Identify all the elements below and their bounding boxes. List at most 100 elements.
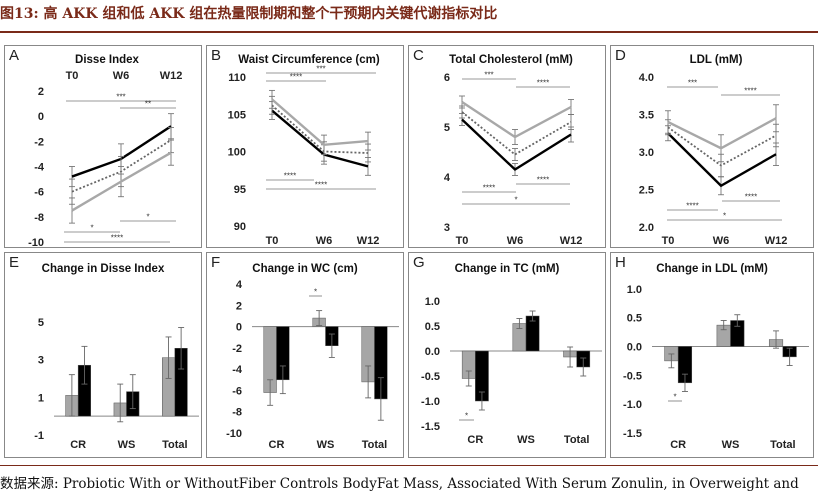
y-tick-label: -2	[34, 136, 44, 148]
y-tick-label: -0.5	[623, 370, 642, 382]
significance-label: ****	[686, 202, 698, 211]
y-tick-label: 90	[234, 221, 246, 233]
series-line	[667, 126, 777, 167]
x-tick-label: WS	[517, 434, 535, 446]
series-line	[667, 132, 777, 188]
y-tick-label: 1.0	[627, 284, 642, 296]
significance-label: ****	[483, 184, 495, 193]
x-tick-label: Total	[564, 434, 589, 446]
y-tick-label: -1.0	[623, 399, 642, 411]
significance-label: ****	[744, 87, 756, 96]
y-tick-label: 4.0	[639, 72, 654, 84]
panel-frame	[206, 45, 404, 248]
x-tick-label: WS	[317, 439, 335, 451]
series-line	[667, 117, 777, 150]
panel-letter: C	[413, 47, 424, 64]
y-tick-label: 110	[228, 72, 246, 84]
x-tick-label: CR	[269, 439, 285, 451]
x-tick-label: T0	[662, 235, 675, 247]
y-tick-label: 2.0	[639, 222, 654, 234]
panel-letter: D	[615, 47, 626, 64]
y-tick-label: -1.0	[421, 396, 440, 408]
x-tick-label: W6	[316, 235, 333, 247]
chart-grid: A Disse Index 2 0 -2 -4 -6 -8 -10 T0 W6 W12 *** ** * * *…	[4, 45, 816, 460]
y-tick-label: -2	[232, 343, 242, 355]
x-tick-label: CR	[670, 439, 686, 451]
significance-label: *	[514, 196, 517, 205]
significance-label: *	[146, 213, 149, 222]
panel-title: Change in LDL (mM)	[656, 263, 768, 275]
y-tick-label: 0.0	[627, 341, 642, 353]
significance-label: *	[90, 224, 93, 233]
y-tick-label: 2	[38, 86, 44, 98]
panel-frame	[610, 252, 814, 458]
panel-G: G Change in TC (mM) 1.0 0.5 0.0 -0.5 -1.0 -1.5 C…	[408, 252, 606, 458]
y-tick-label: -1	[34, 430, 44, 442]
significance-label: *	[723, 212, 726, 221]
panel-letter: E	[9, 254, 19, 271]
panel-letter: H	[615, 254, 626, 271]
panel-title: Total Cholesterol (mM)	[449, 54, 573, 66]
panel-frame	[408, 45, 606, 248]
y-tick-label: 1	[38, 392, 44, 404]
y-tick-label: -1.5	[623, 428, 642, 440]
y-tick-label: 0	[38, 111, 44, 123]
title-rule	[0, 31, 818, 33]
y-tick-label: 1.0	[425, 296, 440, 308]
panel-F: F Change in WC (cm) 4 2 0 -2 -4 -6 -8 -10 CR WS Tota…	[206, 252, 404, 458]
figure-title: 图13: 高 AKK 组和低 AKK 组在热量限制期和整个干预期内关键代谢指标对…	[0, 6, 498, 22]
panel-letter: A	[9, 47, 19, 64]
y-tick-label: 3	[444, 222, 450, 234]
significance-label: *	[673, 393, 676, 402]
significance-label: ****	[537, 176, 549, 185]
y-tick-label: 95	[234, 184, 246, 196]
y-tick-label: 2.5	[639, 185, 654, 197]
series-line	[461, 100, 572, 139]
y-tick-label: -8	[34, 212, 44, 224]
significance-label: **	[145, 100, 151, 109]
significance-label: ***	[688, 79, 697, 88]
significance-label: ****	[284, 172, 296, 181]
series-line	[461, 118, 572, 172]
x-tick-label: T0	[66, 70, 79, 82]
significance-label: ****	[315, 181, 327, 190]
significance-label: ***	[316, 65, 325, 74]
source-rule	[0, 465, 818, 466]
x-tick-label: T0	[266, 235, 279, 247]
y-tick-label: -8	[232, 407, 242, 419]
panel-title: Change in Disse Index	[42, 263, 165, 275]
y-tick-label: 100	[228, 147, 246, 159]
significance-label: ****	[290, 73, 302, 82]
y-tick-label: 5	[444, 122, 450, 134]
panel-letter: G	[413, 254, 425, 271]
y-tick-label: 3	[38, 355, 44, 367]
x-tick-label: W12	[357, 235, 380, 247]
y-tick-label: -4	[232, 364, 243, 376]
x-tick-label: Total	[162, 439, 187, 451]
significance-label: ***	[116, 93, 125, 102]
significance-label: *	[314, 288, 317, 297]
x-tick-label: W12	[160, 70, 183, 82]
panel-title: Change in WC (cm)	[252, 263, 358, 275]
source-text: 数据来源: Probiotic With or WithoutFiber Con…	[0, 476, 799, 492]
y-tick-label: -4	[34, 162, 45, 174]
y-tick-label: -0.5	[421, 371, 440, 383]
significance-label: *	[465, 412, 468, 421]
y-tick-label: 2	[236, 300, 242, 312]
panel-title: Change in TC (mM)	[455, 263, 560, 275]
y-tick-label: 4	[236, 279, 243, 291]
panel-title: LDL (mM)	[690, 54, 743, 66]
y-tick-label: 105	[228, 109, 246, 121]
x-tick-label: WS	[118, 439, 136, 451]
y-tick-label: 0.5	[425, 321, 440, 333]
x-tick-label: W12	[765, 235, 788, 247]
y-tick-label: 0.0	[425, 346, 440, 358]
significance-label: ****	[111, 234, 123, 243]
y-tick-label: -10	[226, 428, 242, 440]
panel-B: B Waist Circumference (cm) 110 105 100 95 90 T0…	[206, 45, 404, 248]
y-tick-label: 0.5	[627, 313, 642, 325]
x-tick-label: T0	[456, 235, 469, 247]
